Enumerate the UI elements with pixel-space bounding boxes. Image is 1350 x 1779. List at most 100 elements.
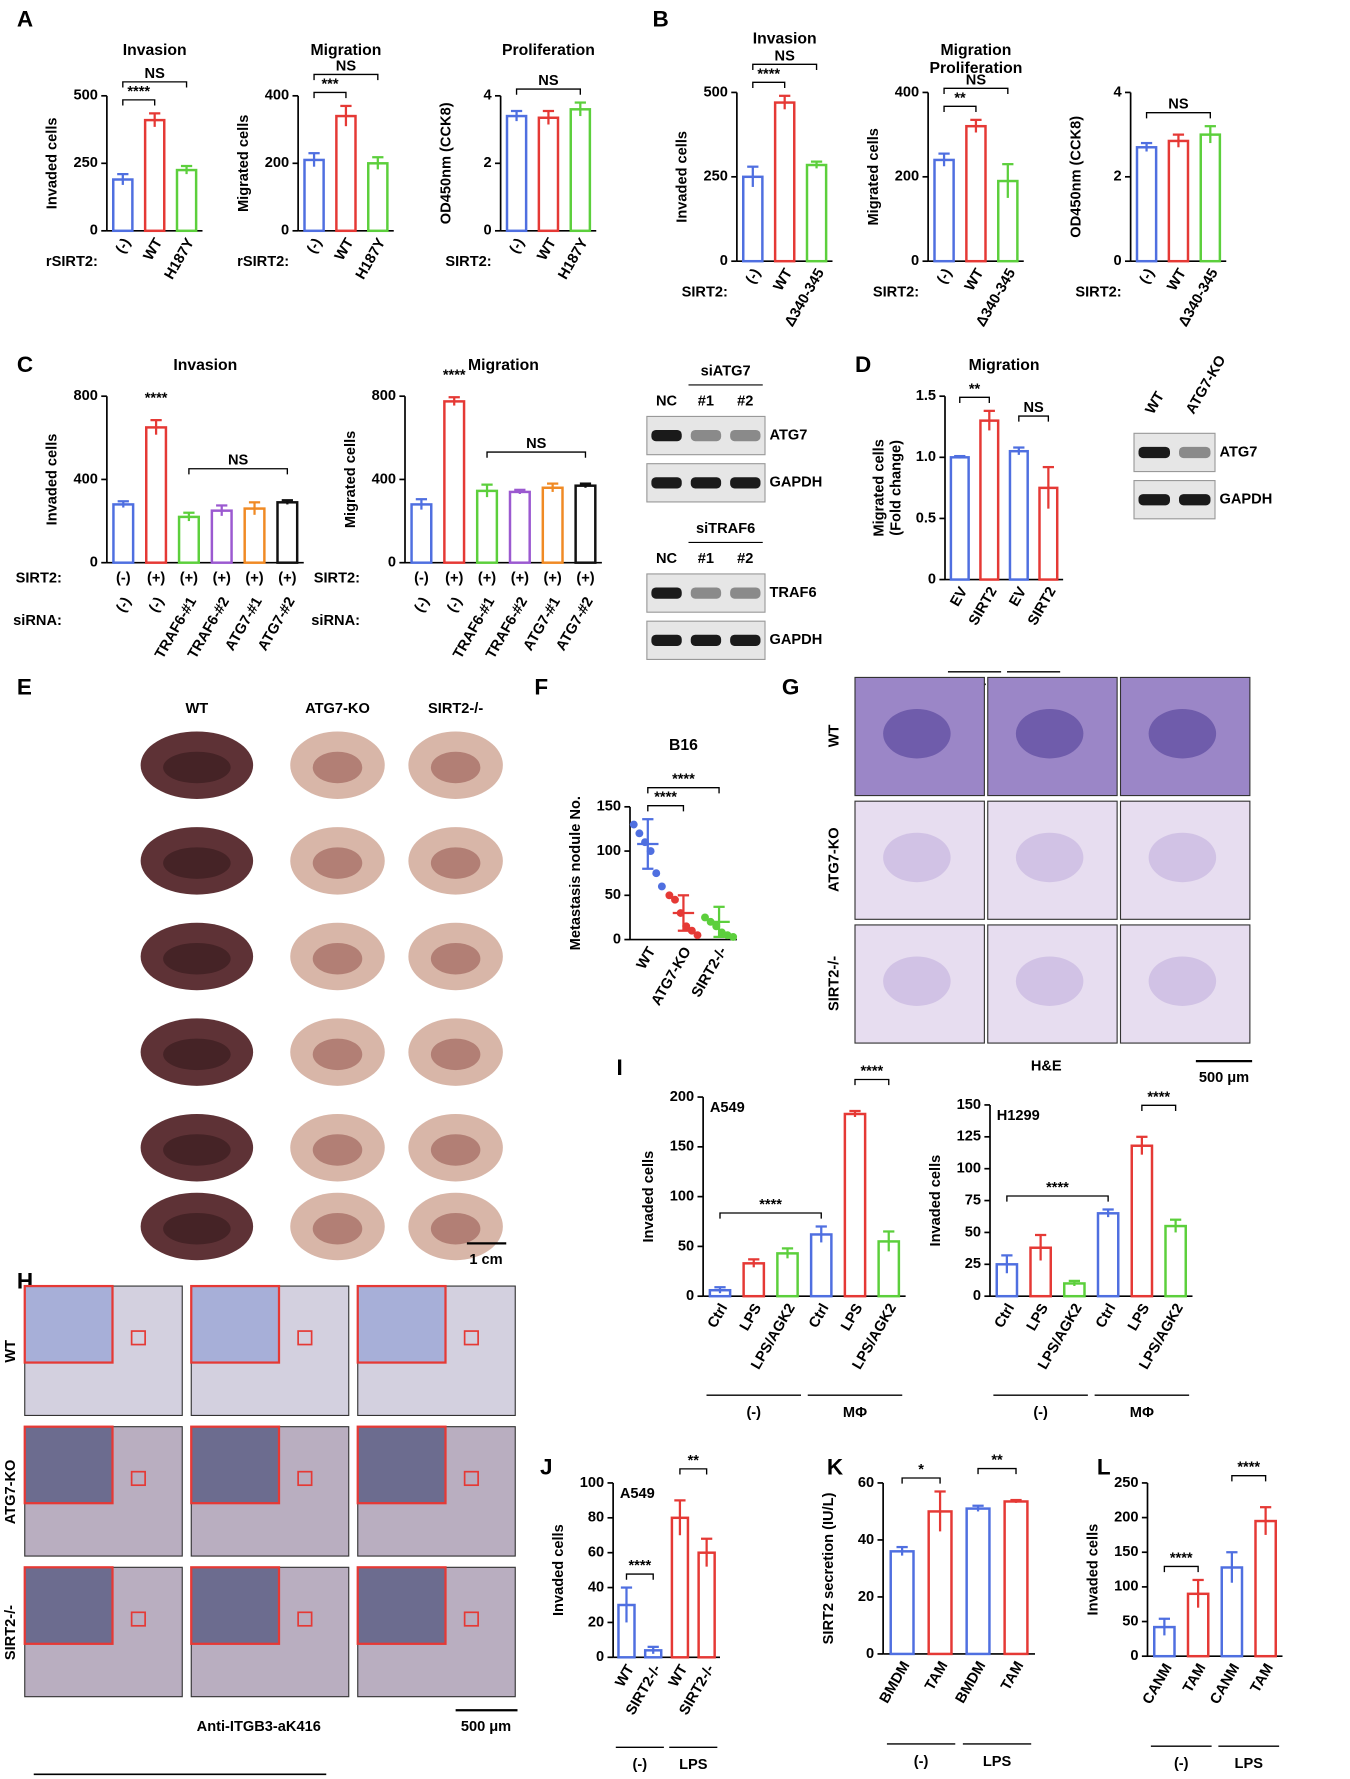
significance-label: ** bbox=[969, 381, 981, 397]
x-tick-label: (-) bbox=[146, 595, 167, 616]
bar bbox=[742, 1262, 766, 1298]
y-tick-label: 200 bbox=[265, 155, 289, 171]
y-tick-label: 100 bbox=[597, 843, 621, 859]
lane-label: NC bbox=[656, 551, 678, 567]
y-axis-label: Invaded cells bbox=[45, 434, 61, 526]
significance-label: **** bbox=[757, 66, 780, 82]
ihc-roi bbox=[130, 1470, 146, 1487]
lung-photo-shade bbox=[312, 847, 363, 879]
row-label: (-) bbox=[414, 570, 429, 586]
ihc-roi bbox=[463, 1330, 479, 1346]
y-tick-label: 200 bbox=[670, 1089, 694, 1105]
bar bbox=[1003, 1500, 1029, 1656]
y-tick-label: 80 bbox=[588, 1510, 604, 1526]
histology-detail bbox=[1015, 708, 1084, 759]
y-tick-label: 50 bbox=[678, 1238, 694, 1254]
significance-bracket bbox=[313, 91, 347, 99]
lung-photo-shade bbox=[163, 942, 231, 975]
lung-photo-shade bbox=[312, 1134, 363, 1166]
histology-detail bbox=[1015, 832, 1084, 883]
significance-label: **** bbox=[145, 391, 168, 407]
bar bbox=[927, 1510, 953, 1656]
y-tick-label: 40 bbox=[588, 1579, 604, 1595]
significance-label: **** bbox=[443, 368, 466, 384]
ihc-inset bbox=[190, 1284, 281, 1364]
bar bbox=[112, 503, 135, 564]
bar bbox=[410, 503, 433, 564]
data-point bbox=[665, 891, 674, 900]
ihc-roi bbox=[130, 1330, 146, 1346]
row-name: SIRT2: bbox=[314, 570, 360, 586]
category-name: SIRT2: bbox=[1075, 285, 1121, 301]
blot-band bbox=[651, 634, 682, 646]
y-tick-label: 150 bbox=[597, 799, 621, 815]
bar bbox=[505, 114, 528, 233]
lung-photo-shade bbox=[430, 751, 481, 784]
category-name: rSIRT2: bbox=[46, 254, 98, 270]
data-point bbox=[671, 895, 679, 904]
y-axis-label: (Fold change) bbox=[888, 440, 904, 536]
group-label: LPS bbox=[1235, 1756, 1264, 1772]
lane-label: #1 bbox=[698, 394, 714, 410]
bar bbox=[145, 426, 168, 564]
ihc-inset bbox=[356, 1566, 447, 1645]
significance-bracket bbox=[515, 88, 581, 95]
histology-detail bbox=[1148, 708, 1217, 759]
bar bbox=[1130, 1144, 1154, 1298]
significance-label: ** bbox=[991, 1453, 1003, 1469]
bar bbox=[243, 507, 266, 564]
group-label: (-) bbox=[746, 1405, 761, 1421]
y-tick-label: 250 bbox=[73, 155, 97, 171]
bar bbox=[776, 1252, 799, 1298]
y-tick-label: 250 bbox=[703, 169, 727, 185]
inset-label: A549 bbox=[620, 1486, 655, 1502]
panel-letter: B bbox=[653, 6, 669, 31]
y-tick-label: 60 bbox=[858, 1475, 874, 1491]
bar bbox=[541, 486, 564, 564]
panel-letter: K bbox=[827, 1454, 844, 1479]
y-tick-label: 0 bbox=[596, 1649, 604, 1665]
y-tick-label: 500 bbox=[73, 88, 97, 104]
ihc-inset bbox=[356, 1425, 447, 1505]
lung-photo-shade bbox=[163, 1134, 231, 1166]
significance-label: **** bbox=[1147, 1089, 1170, 1105]
chart-title: Invasion bbox=[173, 357, 237, 374]
blot-band bbox=[730, 634, 761, 646]
row-label: (+) bbox=[511, 570, 529, 586]
data-point bbox=[652, 869, 661, 878]
band-label: ATG7 bbox=[770, 427, 808, 443]
y-tick-label: 0 bbox=[973, 1288, 981, 1304]
bar bbox=[979, 419, 1000, 581]
significance-label: **** bbox=[672, 772, 695, 788]
blot-band bbox=[651, 587, 682, 599]
group-label: (-) bbox=[914, 1754, 929, 1770]
significance-label: NS bbox=[966, 72, 987, 88]
y-tick-label: 200 bbox=[1114, 1509, 1138, 1525]
blot-band bbox=[651, 477, 682, 489]
significance-label: **** bbox=[1170, 1550, 1193, 1566]
significance-bracket bbox=[1006, 1195, 1109, 1202]
blot-band bbox=[1179, 446, 1211, 459]
significance-bracket bbox=[1163, 1565, 1199, 1573]
significance-label: **** bbox=[654, 790, 677, 806]
row-label: (+) bbox=[478, 570, 496, 586]
bar bbox=[574, 484, 597, 564]
lung-photo-shade bbox=[312, 751, 363, 784]
row-label: (+) bbox=[445, 570, 463, 586]
bar bbox=[670, 1516, 690, 1659]
significance-bracket bbox=[313, 73, 379, 81]
y-tick-label: 100 bbox=[670, 1188, 694, 1204]
significance-bracket bbox=[977, 1467, 1017, 1475]
y-tick-label: 100 bbox=[957, 1161, 981, 1177]
significance-bracket bbox=[122, 99, 156, 106]
y-axis-label: Migrated cells bbox=[236, 115, 252, 212]
blot-band bbox=[651, 429, 682, 442]
ihc-inset bbox=[23, 1566, 114, 1645]
bar bbox=[949, 456, 970, 581]
significance-bracket bbox=[1141, 1104, 1177, 1111]
ihc-roi bbox=[463, 1611, 479, 1627]
y-tick-label: 0 bbox=[281, 223, 289, 239]
blot-band bbox=[690, 587, 722, 599]
significance-bracket bbox=[122, 81, 188, 88]
group-label: (-) bbox=[633, 1757, 648, 1773]
